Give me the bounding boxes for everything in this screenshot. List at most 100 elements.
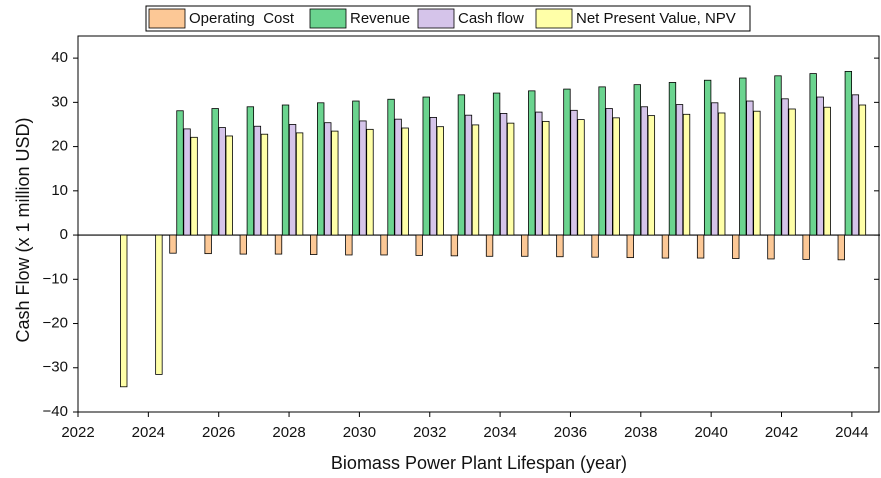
bar <box>464 114 473 236</box>
bar <box>640 106 648 236</box>
y-tick-label: −20 <box>43 314 68 331</box>
bar <box>753 110 761 236</box>
bar <box>521 234 529 257</box>
y-tick-label: 10 <box>51 182 68 199</box>
bar <box>675 104 684 236</box>
x-tick-label: 2028 <box>272 424 305 441</box>
bar <box>809 73 817 236</box>
bar <box>176 110 184 236</box>
bar <box>570 109 578 236</box>
y-tick-label: 20 <box>51 138 68 155</box>
bar <box>605 108 613 236</box>
bar <box>661 234 670 259</box>
x-tick-label: 2034 <box>483 424 516 441</box>
bar <box>647 115 656 236</box>
bar <box>380 234 388 256</box>
bar <box>816 96 824 236</box>
y-tick-label: 30 <box>51 93 68 110</box>
y-tick-label: 40 <box>51 49 68 66</box>
legend-label: Revenue <box>350 10 410 27</box>
x-tick-label: 2040 <box>694 424 727 441</box>
legend-label: Operating Cost <box>189 10 295 27</box>
x-tick-label: 2036 <box>554 424 587 441</box>
legend-label: Net Present Value, NPV <box>576 10 736 27</box>
bar <box>366 128 374 236</box>
bar <box>274 234 283 255</box>
bar <box>204 234 212 255</box>
bar <box>155 234 163 375</box>
bar <box>450 234 459 257</box>
bar <box>415 234 423 256</box>
bar <box>345 234 353 256</box>
bar <box>310 234 318 255</box>
x-tick-label: 2030 <box>343 424 376 441</box>
bar <box>239 234 247 255</box>
bar <box>837 234 845 261</box>
x-tick-label: 2042 <box>765 424 798 441</box>
plot-frame <box>77 35 880 413</box>
legend-swatch <box>148 8 186 29</box>
bar <box>492 92 501 236</box>
x-tick-label: 2032 <box>413 424 446 441</box>
bar <box>851 94 860 236</box>
bar <box>528 90 536 236</box>
bar <box>359 120 367 236</box>
bar <box>190 136 198 236</box>
bar <box>633 84 641 236</box>
legend-swatch <box>535 8 573 29</box>
bar <box>774 75 782 236</box>
bar <box>211 108 219 236</box>
bar <box>718 112 726 236</box>
bar <box>387 98 395 236</box>
bar <box>471 124 480 236</box>
legend-swatch <box>309 8 347 29</box>
x-tick-label: 2024 <box>132 424 165 441</box>
bar <box>506 122 515 236</box>
bar <box>324 122 332 236</box>
bar <box>436 126 444 236</box>
bar <box>591 234 599 258</box>
x-tick-label: 2026 <box>202 424 235 441</box>
bar <box>429 116 437 236</box>
bar <box>788 108 796 236</box>
bar <box>169 234 177 254</box>
bar <box>556 234 564 258</box>
bar <box>844 70 853 236</box>
y-axis-title: Cash Flow (x 1 million USD) <box>13 117 33 342</box>
y-tick-label: −40 <box>43 403 68 420</box>
bar <box>696 234 705 259</box>
bar <box>802 234 810 260</box>
bar <box>288 124 297 236</box>
y-tick-label: −10 <box>43 270 68 287</box>
bar <box>612 117 620 236</box>
bar <box>682 113 691 236</box>
bar <box>577 119 585 236</box>
bar <box>781 98 789 236</box>
x-tick-label: 2038 <box>624 424 657 441</box>
x-tick-label: 2044 <box>835 424 868 441</box>
bar <box>767 234 775 260</box>
bar <box>260 133 269 236</box>
bar <box>598 86 606 236</box>
bar <box>246 106 255 236</box>
bar <box>746 100 754 236</box>
bar <box>668 82 677 236</box>
bar <box>281 104 290 236</box>
legend-swatch <box>417 8 455 29</box>
x-tick-label: 2022 <box>61 424 94 441</box>
bar <box>225 135 233 236</box>
bar <box>317 102 325 236</box>
bar <box>331 130 339 236</box>
y-tick-label: −30 <box>43 359 68 376</box>
y-tick-label: 0 <box>60 226 68 243</box>
bar <box>542 120 550 236</box>
bar <box>218 127 226 236</box>
bar <box>739 77 747 236</box>
bar <box>183 128 191 236</box>
bar <box>499 113 508 236</box>
bar <box>394 118 402 236</box>
bar <box>563 88 571 236</box>
bar <box>401 127 409 236</box>
bar <box>535 111 543 236</box>
